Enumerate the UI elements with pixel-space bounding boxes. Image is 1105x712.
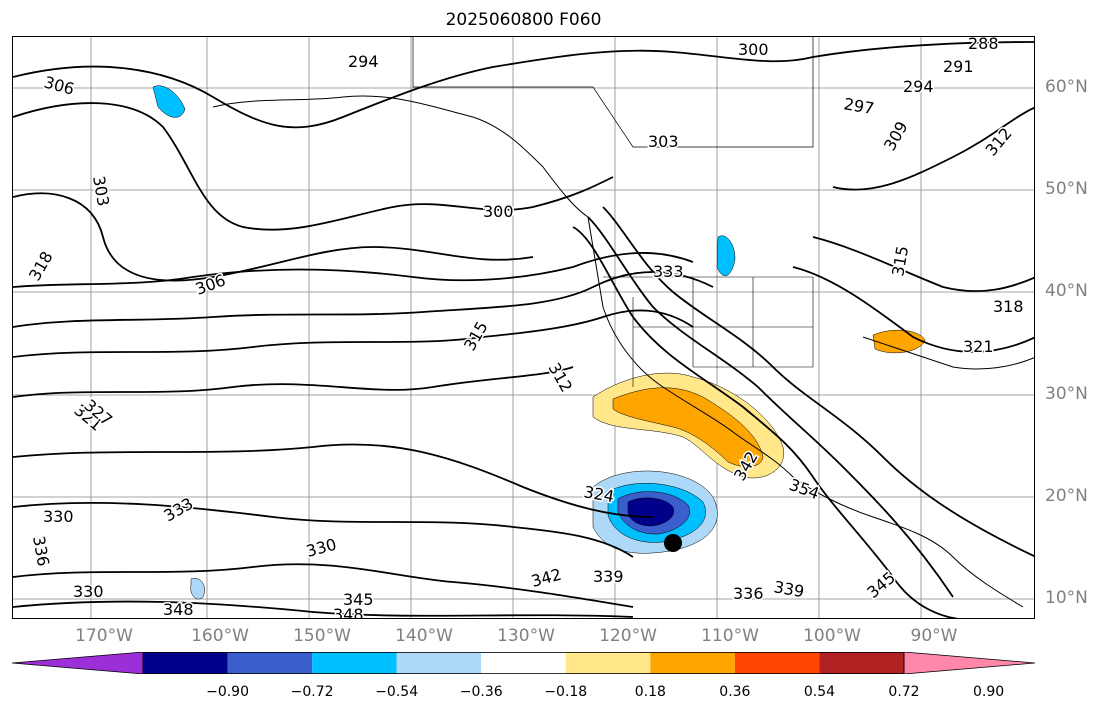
negative-anomaly-sw <box>190 577 205 600</box>
storm-position-marker <box>664 534 682 552</box>
contour-label: 297 <box>842 94 875 118</box>
lon-label: 130°W <box>497 626 555 646</box>
colorbar-tick-label: −0.72 <box>290 684 334 700</box>
contour-label: 312 <box>982 124 1016 160</box>
colorbar-tick-label: 0.36 <box>719 684 751 700</box>
colorbar-segment <box>565 652 651 674</box>
lat-label: 60°N <box>1045 77 1088 97</box>
graticule <box>13 37 1034 618</box>
negative-anomaly-rockies <box>716 235 736 277</box>
positive-anomaly-mid <box>612 387 764 467</box>
map-panel: 288 291 294 294 297 300 300 303 303 306 306 309 312 3… <box>12 36 1035 619</box>
lon-label: 160°W <box>191 626 249 646</box>
lon-label: 120°W <box>599 626 657 646</box>
colorbar-tick-label: 0.54 <box>803 684 836 700</box>
contour-label: 291 <box>943 57 974 76</box>
map-canvas: 288 291 294 294 297 300 300 303 303 306 306 309 312 3… <box>13 37 1034 619</box>
contour-label: 354 <box>787 475 822 503</box>
lon-label: 140°W <box>395 626 453 646</box>
contour-label: 333 <box>653 262 684 281</box>
colorbar-segment <box>143 652 228 674</box>
contour-label: 324 <box>582 482 615 506</box>
contour-label: 348 <box>333 605 364 619</box>
colorbar-segment <box>734 652 820 674</box>
lat-label: 50°N <box>1045 179 1088 199</box>
contour-label: 336 <box>29 534 53 567</box>
state-borders <box>603 276 814 387</box>
contour-label: 330 <box>73 582 104 601</box>
lat-label: 40°N <box>1045 281 1088 301</box>
lon-label: 170°W <box>75 626 133 646</box>
contour-label: 300 <box>738 40 769 59</box>
coastlines <box>212 37 1034 608</box>
contour-label: 330 <box>43 507 74 526</box>
colorbar-tick-label: −0.36 <box>459 684 503 700</box>
colorbar <box>12 652 1035 674</box>
contour-label: 288 <box>968 37 999 53</box>
contour-label: 321 <box>963 337 994 356</box>
colorbar-tick-label: −0.54 <box>375 684 419 700</box>
contour-label: 345 <box>343 590 374 609</box>
negative-anomaly-nw <box>152 85 186 118</box>
contour-label: 303 <box>648 132 679 151</box>
contour-label: 294 <box>348 52 379 71</box>
lat-label: 10°N <box>1045 588 1088 608</box>
contour-label: 342 <box>529 565 563 591</box>
colorbar-segment <box>227 652 313 674</box>
colorbar-segment <box>650 652 735 674</box>
lat-label: 20°N <box>1045 486 1088 506</box>
shaded-field <box>152 85 926 600</box>
lat-label: 30°N <box>1045 384 1088 404</box>
contour-label: 336 <box>733 584 764 603</box>
lon-label: 150°W <box>293 626 351 646</box>
contour-label: 312 <box>545 360 577 396</box>
colorbar-tick-label: 0.90 <box>972 684 1005 700</box>
contour-label: 339 <box>593 567 624 586</box>
negative-anomaly-core <box>627 497 675 527</box>
contour-label: 348 <box>163 600 194 619</box>
colorbar-tick-label: −0.18 <box>544 684 588 700</box>
colorbar-extend-min <box>12 652 144 674</box>
map-title: 2025060800 F060 <box>445 10 602 30</box>
lon-label: 100°W <box>803 626 861 646</box>
contour-label: 306 <box>193 270 228 298</box>
contour-label: 333 <box>161 494 197 526</box>
contour-labels: 288 291 294 294 297 300 300 303 303 306 306 309 312 3… <box>24 37 1026 619</box>
colorbar-segment <box>819 652 904 674</box>
colorbar-segment <box>312 652 397 674</box>
contour-label: 309 <box>880 118 912 154</box>
colorbar-segment <box>396 652 482 674</box>
contour-label: 303 <box>89 174 113 207</box>
contour-lines <box>13 41 1034 618</box>
lon-label: 90°W <box>910 626 958 646</box>
lon-label: 110°W <box>701 626 759 646</box>
colorbar-tick-label: −0.90 <box>206 684 249 700</box>
contour-label: 318 <box>25 248 57 284</box>
colorbar-frame <box>142 652 905 674</box>
colorbar-extend-max <box>903 652 1035 674</box>
contour-label: 306 <box>42 73 76 99</box>
colorbar-tick-label: 0.18 <box>634 684 666 700</box>
contour-label: 339 <box>772 577 805 601</box>
colorbar-tick-label: 0.72 <box>888 684 920 700</box>
contour-label: 294 <box>903 77 934 96</box>
colorbar-segment <box>481 652 566 674</box>
contour-label: 345 <box>863 568 899 602</box>
contour-label: 300 <box>483 202 514 221</box>
contour-label: 318 <box>993 297 1024 316</box>
